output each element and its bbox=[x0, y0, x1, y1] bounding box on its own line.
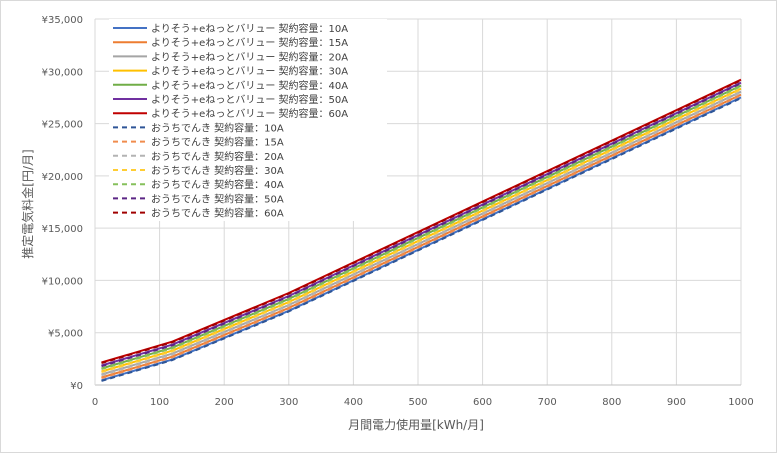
x-tick-label: 500 bbox=[408, 397, 427, 408]
legend-entry-1: よりそう+eねっとバリュー 契約容量：10A bbox=[151, 22, 348, 35]
x-tick-label: 400 bbox=[344, 397, 363, 408]
y-axis-title: 推定電気料金[円/月] bbox=[20, 149, 35, 258]
legend-background bbox=[109, 19, 387, 221]
legend-entry-5: よりそう+eねっとバリュー 契約容量：40A bbox=[151, 79, 348, 92]
series-line-14 bbox=[101, 79, 742, 365]
legend-entry-9: おうちでんき 契約容量：15A bbox=[151, 136, 284, 149]
y-tick-label: ¥35,000 bbox=[42, 15, 83, 26]
legend-entry-14: おうちでんき 契約容量：60A bbox=[151, 207, 284, 220]
legend-entry-8: おうちでんき 契約容量：10A bbox=[151, 121, 284, 134]
axes bbox=[94, 19, 741, 386]
x-axis-title: 月間電力使用量[kWh/月] bbox=[348, 417, 484, 432]
x-tick-label: 800 bbox=[602, 397, 621, 408]
series-line-8 bbox=[101, 97, 742, 382]
x-tick-label: 600 bbox=[473, 397, 492, 408]
x-tick-label: 0 bbox=[92, 397, 98, 408]
y-tick-label: ¥20,000 bbox=[42, 172, 83, 183]
legend-entry-10: おうちでんき 契約容量：20A bbox=[151, 150, 284, 163]
legend-entry-12: おうちでんき 契約容量：40A bbox=[151, 178, 284, 191]
y-axis-ticks: ¥0 ¥5,000 ¥10,000 ¥15,000 ¥20,000 ¥25,000 ¥30,… bbox=[42, 15, 83, 392]
y-tick-label: ¥0 bbox=[70, 381, 83, 392]
x-tick-label: 200 bbox=[215, 397, 234, 408]
legend-entry-13: おうちでんき 契約容量：50A bbox=[151, 192, 284, 205]
x-axis-ticks: 0 100 200 300 400 500 600 700 800 900 1000 bbox=[92, 397, 754, 408]
series-line-10 bbox=[101, 91, 742, 377]
legend-entry-7: よりそう+eねっとバリュー 契約容量：60A bbox=[151, 107, 348, 120]
x-tick-label: 300 bbox=[279, 397, 298, 408]
legend-entry-11: おうちでんき 契約容量：30A bbox=[151, 164, 284, 177]
legend-entry-4: よりそう+eねっとバリュー 契約容量：30A bbox=[151, 65, 348, 78]
y-tick-label: ¥15,000 bbox=[42, 224, 83, 235]
y-tick-label: ¥30,000 bbox=[42, 67, 83, 78]
legend-entry-6: よりそう+eねっとバリュー 契約容量：50A bbox=[151, 93, 348, 106]
legend-entry-3: よりそう+eねっとバリュー 契約容量：20A bbox=[151, 50, 348, 63]
x-tick-label: 700 bbox=[538, 397, 557, 408]
x-tick-label: 900 bbox=[667, 397, 686, 408]
series-line-12 bbox=[101, 85, 742, 371]
x-tick-label: 1000 bbox=[728, 397, 753, 408]
series-line-13 bbox=[101, 82, 742, 368]
legend-entry-2: よりそう+eねっとバリュー 契約容量：15A bbox=[151, 36, 348, 49]
y-tick-label: ¥10,000 bbox=[42, 276, 83, 287]
series-line-11 bbox=[101, 88, 742, 374]
series-line-9 bbox=[101, 94, 742, 380]
x-tick-label: 100 bbox=[150, 397, 169, 408]
series-lines bbox=[101, 78, 742, 382]
y-tick-label: ¥5,000 bbox=[48, 329, 83, 340]
y-tick-label: ¥25,000 bbox=[42, 120, 83, 131]
